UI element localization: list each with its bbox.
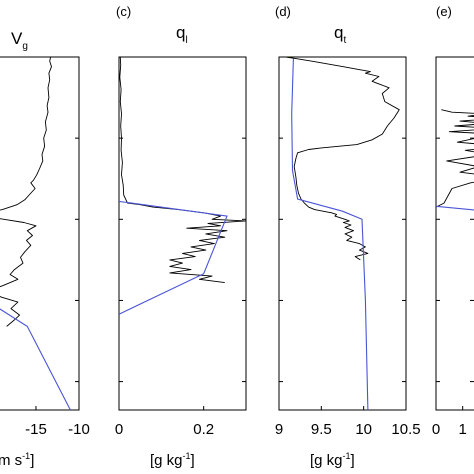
panel-qt-marks — [278, 56, 407, 411]
panel-qt-frame — [278, 56, 407, 411]
panel-ql-letter: (c) — [116, 4, 131, 19]
panel-ql-xlabel: [g kg-1] — [150, 451, 195, 469]
observed-profile-line — [435, 109, 474, 208]
panel-e-xtick-label: 1 — [458, 421, 466, 438]
panel-qt-xlabel: [g kg-1] — [310, 451, 355, 469]
observed-profile-line — [0, 56, 52, 327]
model-profile-line — [118, 200, 228, 315]
panel-vg-title: Vg — [11, 29, 28, 52]
panel-qt-xtick-label: 9 — [275, 421, 283, 438]
panel-vg-frame — [0, 56, 80, 411]
panel-e-letter: (e) — [436, 4, 452, 19]
panel-ql-title: ql — [176, 23, 188, 46]
panel-vg-xlabel: m s-1] — [0, 451, 34, 469]
panel-e: (e) 0 1 — [432, 4, 474, 438]
model-profile-line — [435, 205, 474, 211]
model-profile-line — [0, 308, 71, 411]
model-profile-line — [291, 58, 369, 411]
panel-ql-marks — [118, 56, 247, 410]
panel-ql-frame — [118, 56, 247, 411]
panel-qt-title: qt — [334, 23, 346, 46]
panel-ql: (c) ql 0 0.2 [g kg-1] — [115, 4, 247, 469]
panel-e-xtick-label: 0 — [432, 421, 440, 438]
panel-e-frame — [435, 56, 474, 411]
panel-vg-marks — [0, 56, 80, 411]
panel-qt-xtick-label: 9.5 — [311, 421, 332, 438]
panel-qt-xtick-label: 10 — [355, 421, 372, 438]
observed-profile-line — [119, 56, 247, 284]
panel-qt: (d) qt 9 9.5 10 10.5 [g kg-1] — [275, 4, 421, 469]
panel-vg-xtick-label: -10 — [68, 421, 90, 438]
panel-ql-xtick-label: 0 — [115, 421, 123, 438]
panel-ql-xtick-label: 0.2 — [193, 421, 214, 438]
panel-qt-letter: (d) — [275, 4, 291, 19]
panel-vg-xtick-label: -15 — [25, 421, 47, 438]
panel-e-marks — [435, 56, 474, 410]
panel-qt-xtick-label: 10.5 — [391, 421, 420, 438]
panel-vg: Vg -15 -10 m s-1] — [0, 29, 90, 469]
observed-profile-line — [285, 56, 400, 261]
